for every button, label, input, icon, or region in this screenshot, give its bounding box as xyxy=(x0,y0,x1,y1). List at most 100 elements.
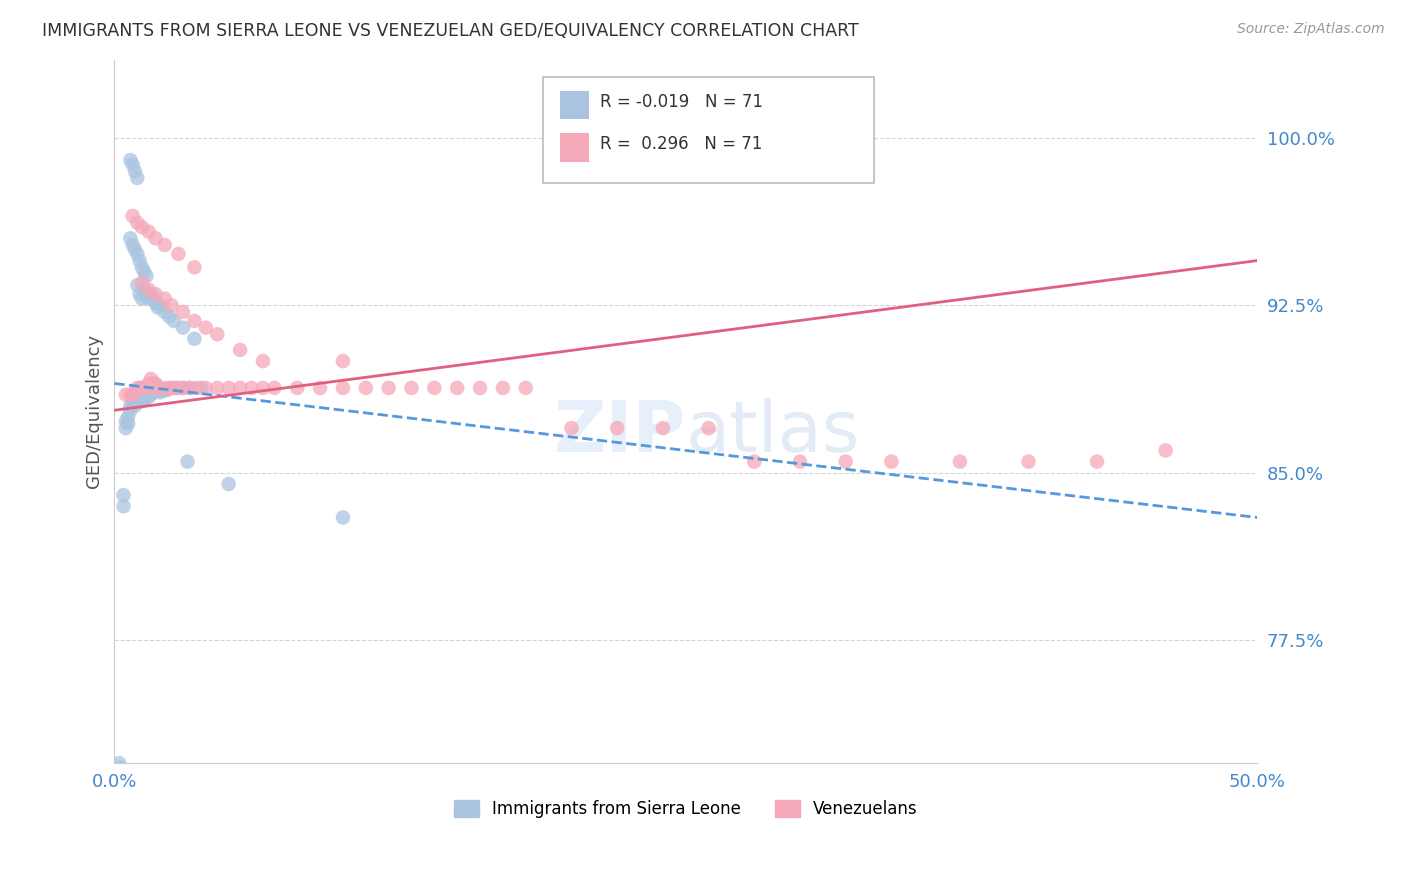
Point xyxy=(120,231,142,245)
Point xyxy=(165,381,187,395)
Point xyxy=(218,381,240,395)
Point xyxy=(145,231,167,245)
Point xyxy=(135,381,157,395)
Point xyxy=(606,421,628,435)
Point xyxy=(138,390,160,404)
Text: Source: ZipAtlas.com: Source: ZipAtlas.com xyxy=(1237,22,1385,37)
Point xyxy=(153,238,176,252)
Point xyxy=(121,209,143,223)
Point xyxy=(172,305,194,319)
Point xyxy=(127,247,149,261)
Legend: Immigrants from Sierra Leone, Venezuelans: Immigrants from Sierra Leone, Venezuelan… xyxy=(447,794,924,825)
Point xyxy=(138,292,160,306)
Point xyxy=(142,385,165,400)
Point xyxy=(138,376,160,391)
Point xyxy=(146,381,169,395)
Point xyxy=(309,381,332,395)
Point xyxy=(127,381,149,395)
Point xyxy=(128,381,150,395)
Point xyxy=(115,414,138,428)
Point xyxy=(124,392,146,406)
Point xyxy=(153,305,176,319)
Point xyxy=(146,383,169,397)
Point xyxy=(176,455,198,469)
Point xyxy=(127,278,149,293)
Point xyxy=(172,381,194,395)
Point xyxy=(115,387,138,401)
Point xyxy=(120,153,142,167)
Point xyxy=(163,314,186,328)
Point xyxy=(218,477,240,491)
Point xyxy=(163,381,186,395)
Point xyxy=(128,253,150,268)
Point xyxy=(131,390,153,404)
Point xyxy=(179,381,201,395)
Point xyxy=(229,381,252,395)
FancyBboxPatch shape xyxy=(560,91,589,120)
Point xyxy=(332,354,354,368)
Point xyxy=(117,409,139,424)
Point xyxy=(131,260,153,275)
Point xyxy=(139,387,162,401)
Point xyxy=(194,320,217,334)
Point xyxy=(377,381,399,395)
Point xyxy=(121,238,143,252)
Point xyxy=(131,292,153,306)
Point xyxy=(146,301,169,315)
Point xyxy=(127,390,149,404)
Point xyxy=(124,399,146,413)
Point xyxy=(112,488,135,502)
Point xyxy=(183,260,205,275)
Point xyxy=(880,455,903,469)
Point xyxy=(142,376,165,391)
Point xyxy=(446,381,468,395)
Point xyxy=(167,381,190,395)
Text: ZIP: ZIP xyxy=(554,398,686,467)
Point xyxy=(127,394,149,409)
Point xyxy=(252,354,274,368)
Point xyxy=(117,417,139,431)
Point xyxy=(121,387,143,401)
Point xyxy=(127,392,149,406)
Point xyxy=(167,247,190,261)
Point xyxy=(179,381,201,395)
Y-axis label: GED/Equivalency: GED/Equivalency xyxy=(86,334,103,489)
Point xyxy=(949,455,972,469)
Point xyxy=(134,381,156,395)
Point xyxy=(128,287,150,301)
Point xyxy=(127,171,149,186)
Point xyxy=(285,381,308,395)
Point xyxy=(120,403,142,417)
Point xyxy=(229,343,252,357)
Point xyxy=(153,383,176,397)
Point xyxy=(789,455,811,469)
Point xyxy=(152,383,174,397)
Point xyxy=(139,372,162,386)
Point xyxy=(183,332,205,346)
Point xyxy=(240,381,263,395)
Point xyxy=(134,390,156,404)
Point xyxy=(127,216,149,230)
Point xyxy=(153,292,176,306)
Point xyxy=(108,756,131,771)
Point xyxy=(834,455,856,469)
Point xyxy=(423,381,446,395)
Point xyxy=(134,283,156,297)
Point xyxy=(142,292,165,306)
Text: R = -0.019   N = 71: R = -0.019 N = 71 xyxy=(600,93,763,111)
Point xyxy=(124,243,146,257)
FancyBboxPatch shape xyxy=(543,78,875,183)
Point xyxy=(172,381,194,395)
Point xyxy=(131,394,153,409)
Text: R =  0.296   N = 71: R = 0.296 N = 71 xyxy=(600,135,762,153)
Point xyxy=(149,381,172,395)
Point xyxy=(157,310,180,324)
Point xyxy=(149,385,172,400)
Point xyxy=(128,390,150,404)
Point xyxy=(157,381,180,395)
Point xyxy=(145,383,167,397)
Point xyxy=(172,320,194,334)
Point xyxy=(697,421,720,435)
Point xyxy=(183,314,205,328)
Point xyxy=(145,296,167,310)
